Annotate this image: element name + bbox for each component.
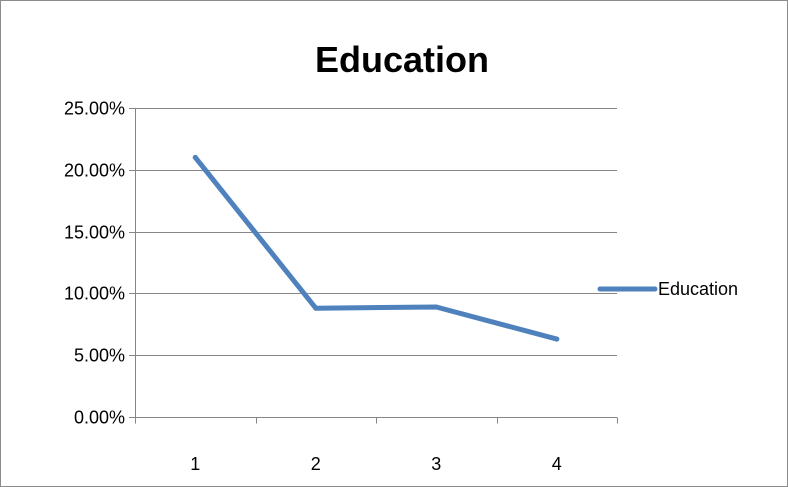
y-tick-label: 20.00% xyxy=(64,161,125,181)
axes xyxy=(129,108,618,424)
y-tick-label: 15.00% xyxy=(64,223,125,243)
y-tick-label: 0.00% xyxy=(74,408,125,428)
data-point xyxy=(313,305,319,311)
y-tick-label: 5.00% xyxy=(74,346,125,366)
x-axis-tick-labels: 1 2 3 4 xyxy=(190,454,562,474)
chart-title: Education xyxy=(315,39,489,80)
data-point xyxy=(554,336,560,342)
data-point xyxy=(192,154,198,160)
x-tick-label: 3 xyxy=(431,454,441,474)
data-point xyxy=(433,304,439,310)
legend-label-education: Education xyxy=(658,279,738,299)
x-tick-label: 1 xyxy=(190,454,200,474)
y-tick-label: 25.00% xyxy=(64,99,125,119)
legend: Education xyxy=(597,279,738,299)
y-tick-label: 10.00% xyxy=(64,284,125,304)
y-axis-tick-labels: 0.00% 5.00% 10.00% 15.00% 20.00% 25.00% xyxy=(64,99,125,428)
x-tick-label: 2 xyxy=(311,454,321,474)
gridlines xyxy=(135,108,617,356)
series-layer xyxy=(192,154,560,342)
series-line-education xyxy=(192,154,560,342)
x-tick-label: 4 xyxy=(552,454,562,474)
